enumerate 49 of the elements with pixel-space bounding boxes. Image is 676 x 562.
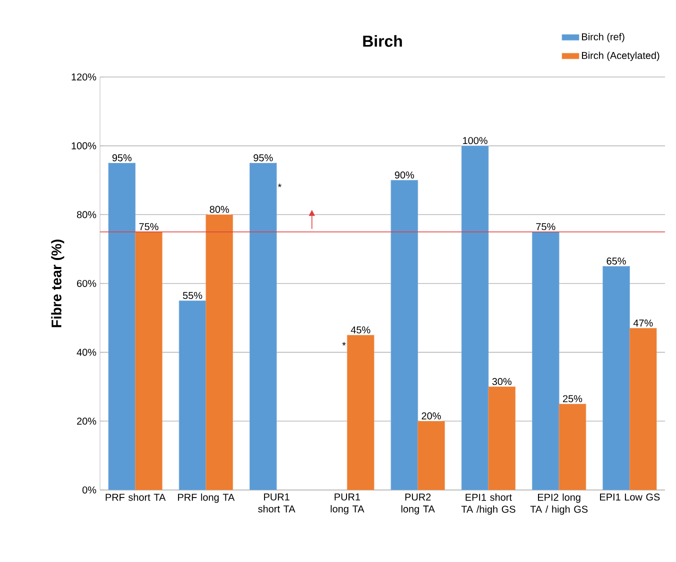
bar <box>346 334 374 490</box>
annotation: * <box>342 342 346 346</box>
bar <box>488 386 516 490</box>
bar <box>558 404 586 490</box>
data-label: 100% <box>463 137 488 144</box>
data-label: 95% <box>112 154 132 162</box>
bar <box>108 162 136 490</box>
x-tick-label: EPI1 Low GS <box>600 494 660 501</box>
y-tick-label: 40% <box>76 348 96 356</box>
data-label: 20% <box>422 412 441 420</box>
y-axis-title: Fibre tear (%) <box>51 240 64 328</box>
bar <box>629 328 657 490</box>
data-label: 90% <box>394 171 414 179</box>
x-tick-label: PRF short TA <box>106 494 166 501</box>
bar <box>390 180 418 490</box>
data-label: 95% <box>254 154 273 162</box>
bar <box>532 232 560 490</box>
data-label: 45% <box>350 326 370 334</box>
y-tick-label: 120% <box>72 73 96 81</box>
bar <box>602 266 630 490</box>
data-label: 65% <box>606 258 626 265</box>
bar <box>178 300 206 490</box>
y-tick-label: 100% <box>72 142 96 150</box>
bar <box>461 146 489 490</box>
y-tick-label: 60% <box>77 280 96 288</box>
x-tick-label: EPI1 short TA /high GS <box>461 494 516 515</box>
x-tick-label: PUR2 long TA <box>401 494 435 514</box>
data-label: 75% <box>536 223 556 230</box>
y-tick-label: 80% <box>76 211 96 218</box>
legend-label: Birch (Acetylated) <box>582 52 660 61</box>
x-tick-label: PUR1 long TA <box>330 494 364 514</box>
bar <box>206 214 233 490</box>
data-label: 55% <box>182 292 202 299</box>
data-label: 80% <box>210 206 229 213</box>
bar <box>418 420 445 490</box>
x-tick-label: EPI2 long TA / high GS <box>530 494 588 515</box>
data-label: 75% <box>139 223 158 230</box>
data-label: 30% <box>492 378 512 386</box>
bar <box>250 162 277 490</box>
annotation: * <box>278 184 282 188</box>
y-tick-label: 20% <box>77 418 96 425</box>
legend-label: Birch (ref) <box>582 33 624 42</box>
data-label: 25% <box>563 395 582 402</box>
x-tick-label: PUR1 short TA <box>258 494 296 512</box>
bar <box>135 232 162 490</box>
data-label: 47% <box>633 320 653 327</box>
y-tick-label: 0% <box>82 486 96 494</box>
x-tick-label: PRF long TA <box>178 494 235 503</box>
chart-title: Birch <box>363 35 402 47</box>
